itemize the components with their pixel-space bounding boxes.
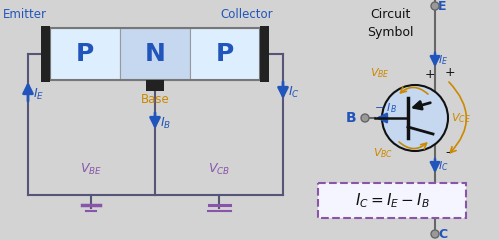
Text: P: P (76, 42, 94, 66)
Text: N: N (145, 42, 166, 66)
Text: -: - (445, 146, 450, 159)
Text: $I_C$: $I_C$ (288, 84, 300, 100)
Text: B: B (345, 111, 356, 125)
Bar (50, 28, 260, 80)
Bar (50, 28, 120, 80)
Bar (190, 28, 260, 80)
Text: Collector: Collector (220, 8, 272, 21)
Text: $I_B$: $I_B$ (160, 115, 171, 131)
Text: P: P (216, 42, 234, 66)
Text: C: C (438, 228, 447, 240)
Text: E: E (438, 0, 447, 12)
Text: +: + (425, 68, 436, 81)
Circle shape (431, 2, 439, 10)
Text: $I_C$: $I_C$ (438, 159, 449, 173)
Text: $I_C = I_E - I_B$: $I_C = I_E - I_B$ (355, 191, 429, 210)
Text: Base: Base (141, 93, 169, 106)
Text: $-\ I_B$: $-\ I_B$ (374, 101, 397, 115)
Bar (41, 26, 50, 82)
FancyBboxPatch shape (318, 183, 466, 218)
Circle shape (361, 114, 369, 122)
Text: $I_E$: $I_E$ (33, 86, 44, 102)
Text: $V_{CB}$: $V_{CB}$ (208, 162, 230, 177)
Text: Circuit
Symbol: Circuit Symbol (367, 8, 413, 39)
Text: $V_{CE}$: $V_{CE}$ (451, 111, 471, 125)
Text: +: + (445, 66, 456, 79)
Text: $V_{BE}$: $V_{BE}$ (80, 162, 102, 177)
Text: $V_{BE}$: $V_{BE}$ (370, 66, 390, 80)
Text: $V_{BC}$: $V_{BC}$ (373, 146, 393, 160)
Bar (120, 28, 190, 80)
Circle shape (431, 230, 439, 238)
Text: $I_E$: $I_E$ (438, 53, 448, 67)
Bar (260, 26, 269, 82)
Bar (146, 80, 164, 91)
Circle shape (382, 85, 448, 151)
Text: Emitter: Emitter (3, 8, 47, 21)
